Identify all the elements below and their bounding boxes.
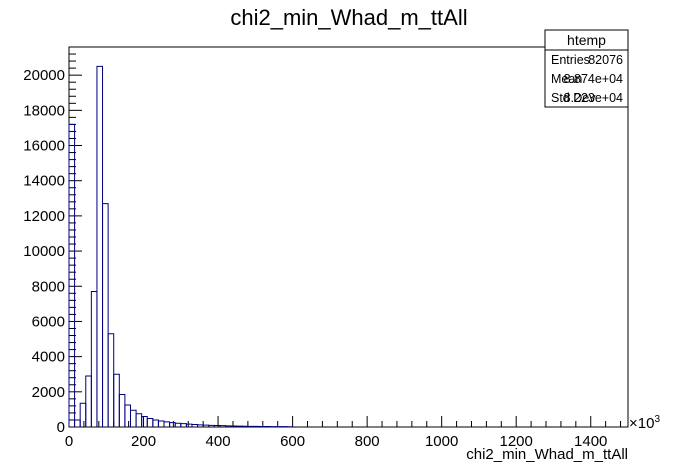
x-axis-title: chi2_min_Whad_m_ttAll bbox=[466, 446, 628, 463]
histogram-bin bbox=[169, 422, 176, 427]
x-axis: 0 200 400 600 800 1000 1200 1400 bbox=[65, 416, 622, 450]
stats-mean-value: 8.874e+04 bbox=[564, 72, 623, 86]
histogram-bin bbox=[124, 404, 131, 427]
histogram-bin bbox=[152, 419, 159, 427]
x-tick-label: 0 bbox=[65, 433, 73, 450]
histogram-bin bbox=[163, 421, 171, 427]
stats-stddev-value: 8.223e+04 bbox=[564, 91, 623, 105]
y-tick-label: 2000 bbox=[32, 384, 65, 401]
stats-mean-label: Mean bbox=[551, 72, 582, 86]
histogram-bin bbox=[74, 419, 81, 427]
y-tick-label: 8000 bbox=[32, 278, 65, 295]
x-multiplier-exponent: 3 bbox=[654, 414, 660, 425]
stats-box-title: htemp bbox=[567, 32, 606, 48]
histogram-bin bbox=[85, 375, 92, 427]
histogram-bin bbox=[180, 423, 187, 427]
stats-entries-label: Entries bbox=[551, 53, 590, 67]
x-tick-label: 400 bbox=[206, 433, 231, 450]
y-tick-label: 0 bbox=[57, 419, 65, 436]
histogram-bin bbox=[141, 415, 148, 427]
histogram-bin bbox=[135, 413, 143, 427]
x-axis-multiplier: ×103 bbox=[629, 414, 660, 432]
x-tick-label: 600 bbox=[280, 433, 305, 450]
stats-stddev-label: Std Dev bbox=[551, 91, 596, 105]
histogram-bin bbox=[258, 425, 266, 427]
histogram-bin bbox=[157, 420, 165, 427]
histogram-bin bbox=[113, 373, 120, 427]
x-tick-label: 1200 bbox=[500, 433, 533, 450]
chart-title: chi2_min_Whad_m_ttAll bbox=[230, 5, 467, 30]
y-axis: 0 2000 4000 6000 8000 10000 12000 14000 16000 180… bbox=[23, 46, 82, 436]
y-tick-label: 20000 bbox=[23, 67, 65, 84]
y-tick-label: 6000 bbox=[32, 313, 65, 330]
x-tick-label: 200 bbox=[131, 433, 156, 450]
x-tick-label: 1400 bbox=[574, 433, 607, 450]
stats-entries-value: 82076 bbox=[588, 53, 623, 67]
histogram-bin bbox=[102, 203, 109, 427]
histogram-bin bbox=[129, 409, 137, 427]
y-tick-label: 18000 bbox=[23, 102, 65, 119]
y-tick-label: 4000 bbox=[32, 349, 65, 366]
histogram-bin bbox=[107, 333, 115, 427]
histogram-bin bbox=[96, 65, 104, 427]
x-tick-label: 800 bbox=[355, 433, 380, 450]
x-tick-label: 1000 bbox=[425, 433, 458, 450]
plot-frame bbox=[68, 46, 629, 428]
y-tick-label: 12000 bbox=[23, 208, 65, 225]
stats-box: htemp Entries 82076 Mean 8.874e+04 Std D… bbox=[544, 29, 629, 108]
x-multiplier-base: ×10 bbox=[629, 415, 654, 432]
stats-box-frame bbox=[544, 29, 629, 108]
y-tick-label: 16000 bbox=[23, 138, 65, 155]
histogram-bin bbox=[90, 291, 98, 427]
histogram-series bbox=[68, 65, 294, 428]
histogram-bin bbox=[118, 393, 126, 427]
histogram-bin bbox=[68, 123, 76, 427]
y-tick-label: 10000 bbox=[23, 243, 65, 260]
histogram-bin bbox=[79, 402, 87, 427]
histogram-bin bbox=[174, 422, 182, 427]
histogram-bin bbox=[146, 418, 154, 427]
y-tick-label: 14000 bbox=[23, 173, 65, 190]
